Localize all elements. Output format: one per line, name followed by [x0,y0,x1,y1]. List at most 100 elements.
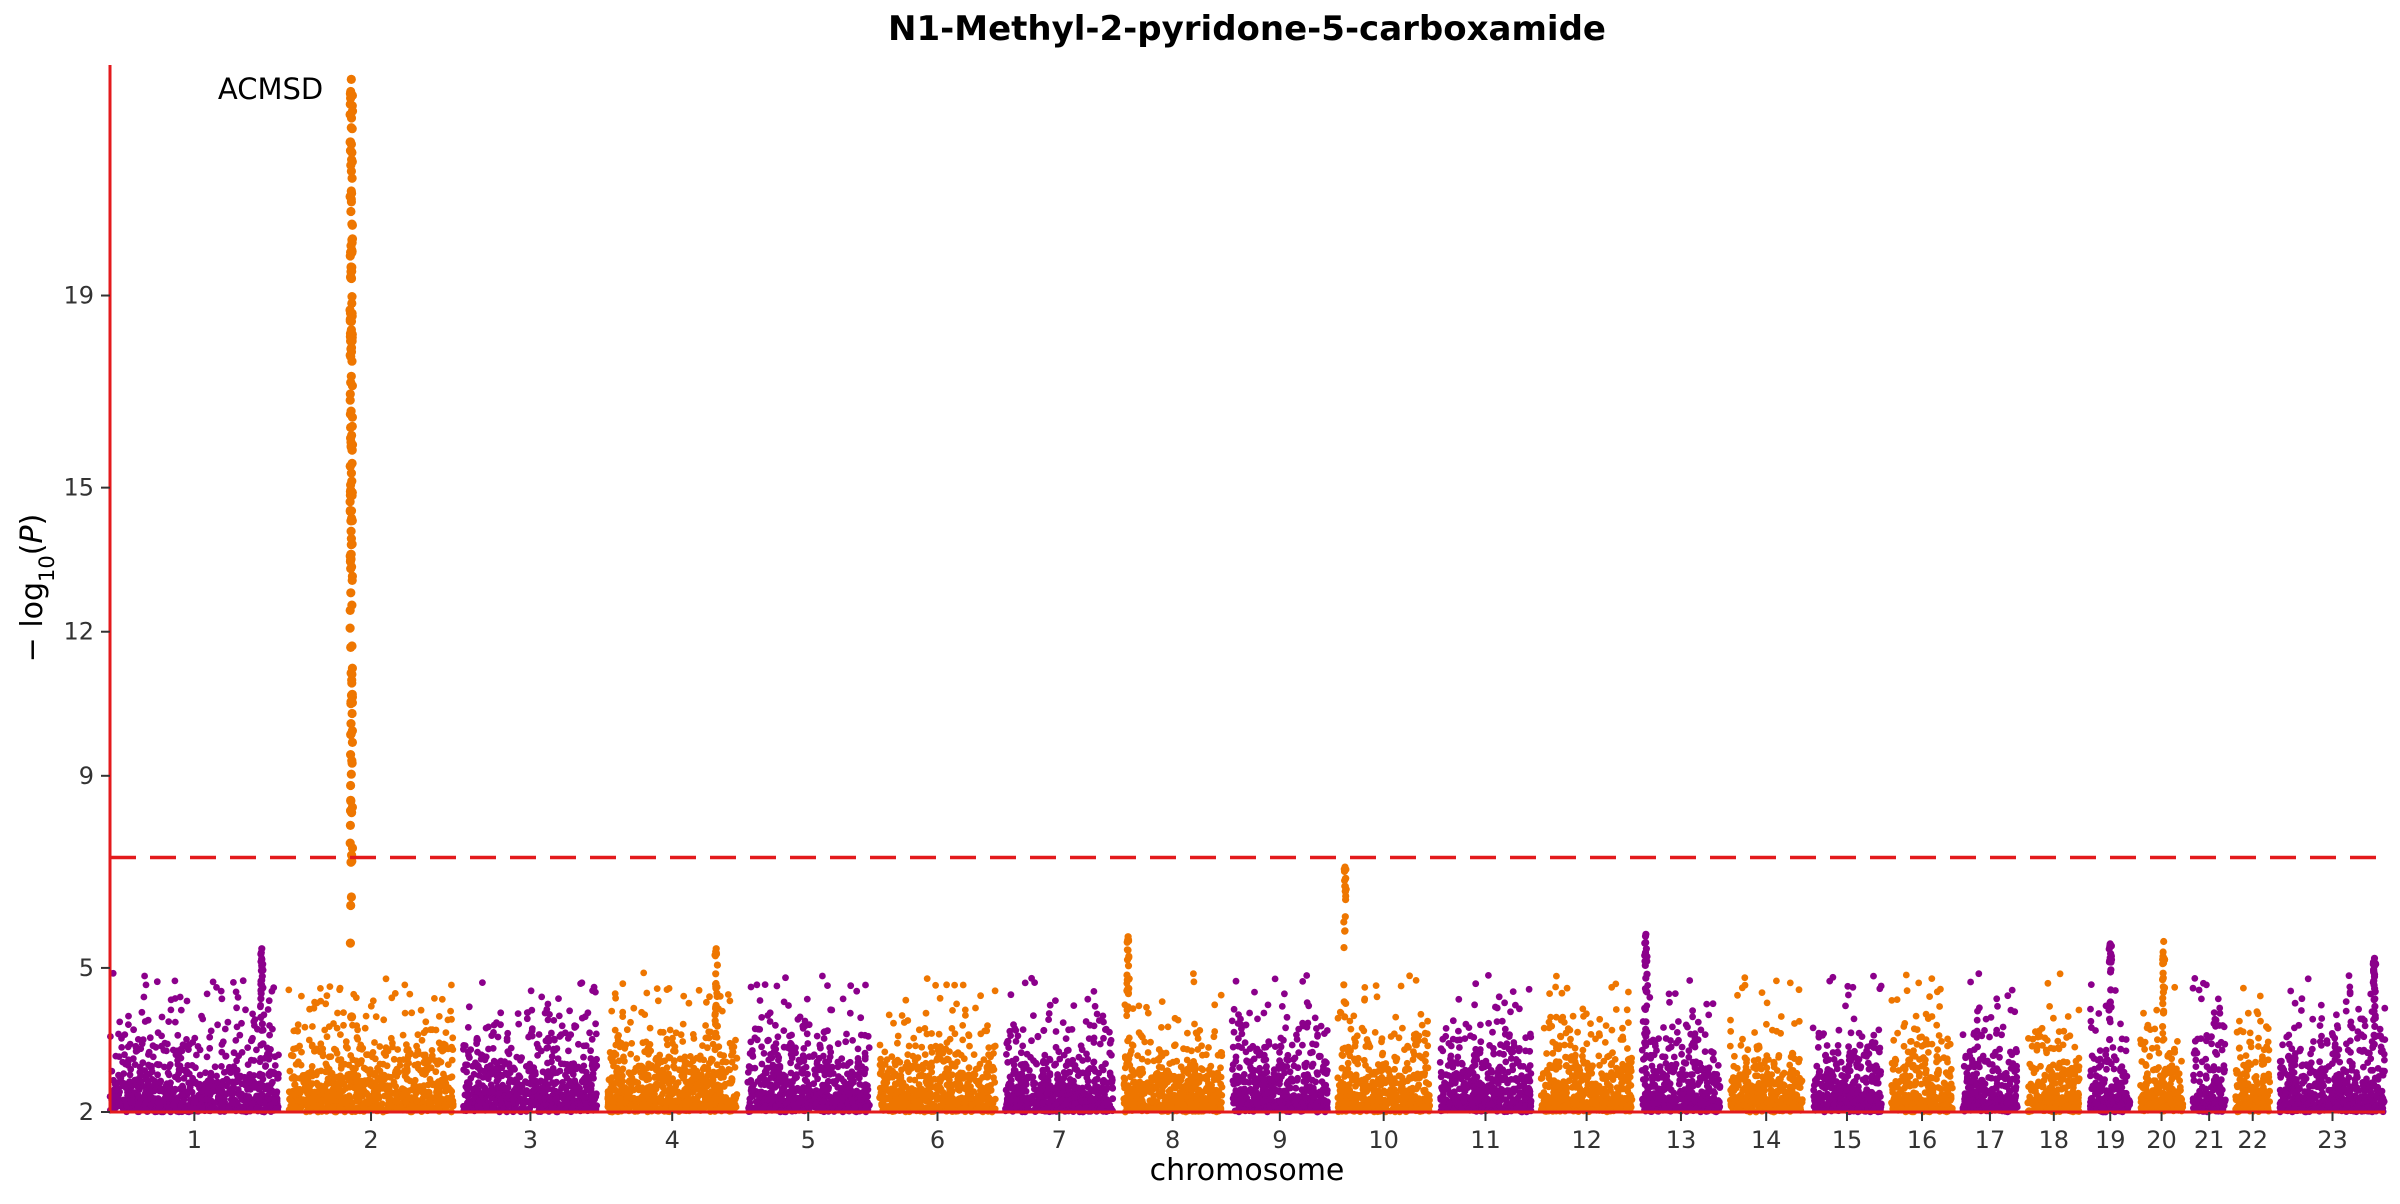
snp-point [232,988,240,996]
snp-point [959,1022,967,1029]
snp-point [1017,1099,1024,1106]
snp-point [813,1032,821,1040]
snp-point [827,1006,834,1014]
snp-point [1052,1028,1060,1035]
snp-point [249,1010,256,1018]
snp-point [334,1009,341,1017]
snp-point [359,1044,367,1052]
snp-point [350,990,358,998]
snp-point [1080,1089,1087,1097]
snp-point [319,1104,326,1111]
snp-point [563,1061,571,1068]
snp-point [530,1076,538,1084]
snp-point [959,981,967,989]
snp-point [392,1098,400,1106]
snp-point [582,1100,589,1108]
snp-point [177,1103,185,1110]
snp-point [465,1003,473,1011]
snp-point [571,1024,579,1031]
snp-point [397,1104,405,1111]
snp-point [290,1045,297,1053]
snp-point [1014,1089,1022,1097]
snp-point [1012,1038,1020,1045]
snp-point [679,1038,687,1045]
snp-point [514,1010,522,1017]
snp-point [237,1092,244,1100]
snp-point [402,1070,409,1078]
snp-point [1062,1062,1070,1070]
snp-point [760,1075,768,1083]
snp-point [1025,1074,1033,1082]
snp-point [207,1072,215,1079]
snp-point [211,1099,218,1107]
snp-point [291,1081,298,1089]
snp-point [266,1031,273,1039]
snp-point [434,1083,442,1091]
snp-point [256,1085,263,1092]
snp-point [1034,1032,1042,1040]
snp-point [1011,1067,1019,1075]
snp-point [116,1018,124,1026]
snp-point [725,1102,733,1110]
snp-point [704,1044,711,1052]
snp-point [904,1017,912,1024]
snp-point [953,1058,961,1066]
snp-point [1067,1076,1075,1084]
snp-point [1021,979,1029,987]
snp-point [321,1026,329,1034]
snp-point [288,1091,296,1098]
snp-point [881,1061,889,1068]
snp-point [204,1088,212,1096]
snp-point [461,1042,469,1050]
snp-point [977,992,984,1000]
snp-point [390,1055,398,1063]
snp-point [1055,1048,1063,1056]
snp-point [1090,988,1098,995]
snp-point [671,1104,678,1112]
snp-point [767,1074,775,1081]
snp-point [473,1040,480,1047]
snp-point [257,1001,264,1009]
snp-point [894,1039,901,1047]
snp-point [238,1080,246,1088]
snp-point [964,1085,972,1093]
snp-point [140,993,148,1001]
snp-point [922,1009,930,1017]
snp-point [764,1012,772,1019]
snp-point [294,1021,302,1029]
snp-point [776,1064,784,1072]
snp-point [555,995,562,1002]
snp-point [292,1074,300,1082]
snp-point [611,1087,619,1094]
snp-point [761,981,769,988]
snp-point [588,1062,596,1069]
snp-point [1065,1086,1072,1093]
snp-point [369,1049,377,1056]
snp-point [834,1040,842,1048]
snp-point [1004,1037,1012,1045]
snp-point [1063,1047,1071,1054]
snp-point [289,1052,297,1060]
snp-point [854,1045,862,1053]
snp-point [586,1029,593,1037]
snp-point [634,1079,642,1087]
snp-point [401,981,409,989]
snp-point [936,994,944,1002]
snp-point [297,1104,305,1112]
snp-point [660,1084,667,1092]
snp-point [207,1027,215,1035]
snp-point [1044,1104,1051,1112]
snp-point [463,1068,470,1076]
snp-point [819,972,826,980]
snp-point [165,1018,173,1025]
snp-point [1012,1027,1020,1034]
snp-point [1058,1079,1066,1086]
snp-point [174,1094,182,1102]
snp-point [322,1000,330,1008]
snp-point [1090,1022,1098,1030]
snp-point [481,1088,489,1096]
snp-point [139,1059,147,1067]
snp-point [1051,1061,1058,1069]
snp-point [751,1064,759,1072]
